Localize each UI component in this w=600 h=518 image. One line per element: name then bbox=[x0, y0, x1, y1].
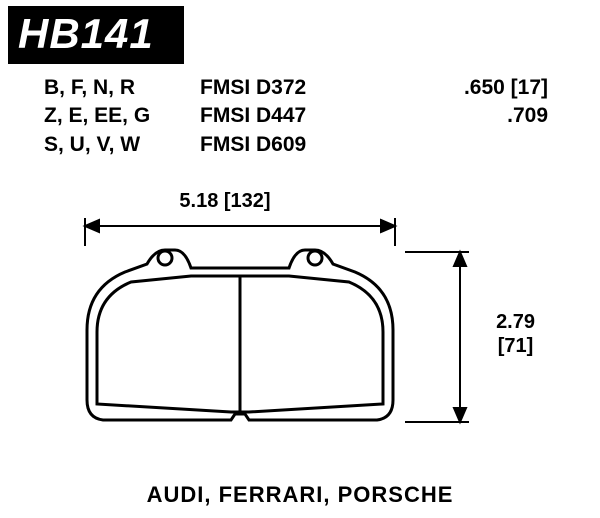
height-in: 2.79 bbox=[496, 311, 535, 333]
pad-outline-svg bbox=[65, 190, 525, 470]
codes-row-2: Z, E, EE, G bbox=[44, 102, 150, 130]
dim-line-width bbox=[85, 218, 395, 246]
thickness-values: .650 [17] .709 bbox=[464, 74, 548, 131]
thickness-row-1: .650 [17] bbox=[464, 74, 548, 102]
pad-shape bbox=[87, 250, 393, 420]
codes-row-1: B, F, N, R bbox=[44, 74, 150, 102]
thickness-row-2: .709 bbox=[464, 102, 548, 130]
vehicle-list: AUDI, FERRARI, PORSCHE bbox=[0, 482, 600, 508]
part-number-box: HB141 bbox=[8, 6, 184, 64]
codes-row-3: S, U, V, W bbox=[44, 131, 150, 159]
height-dimension-label: 2.79 [71] bbox=[496, 310, 535, 358]
height-mm: [71] bbox=[498, 335, 534, 357]
compound-codes: B, F, N, R Z, E, EE, G S, U, V, W bbox=[44, 74, 150, 159]
dim-line-height bbox=[405, 252, 469, 422]
width-dimension-label: 5.18 [132] bbox=[65, 190, 385, 213]
fmsi-row-3: FMSI D609 bbox=[200, 131, 306, 159]
brake-pad-diagram: 5.18 [132] 2.79 [71] bbox=[65, 190, 525, 480]
part-number: HB141 bbox=[18, 10, 154, 57]
fmsi-row-2: FMSI D447 bbox=[200, 102, 306, 130]
fmsi-row-1: FMSI D372 bbox=[200, 74, 306, 102]
fmsi-codes: FMSI D372 FMSI D447 FMSI D609 bbox=[200, 74, 306, 159]
